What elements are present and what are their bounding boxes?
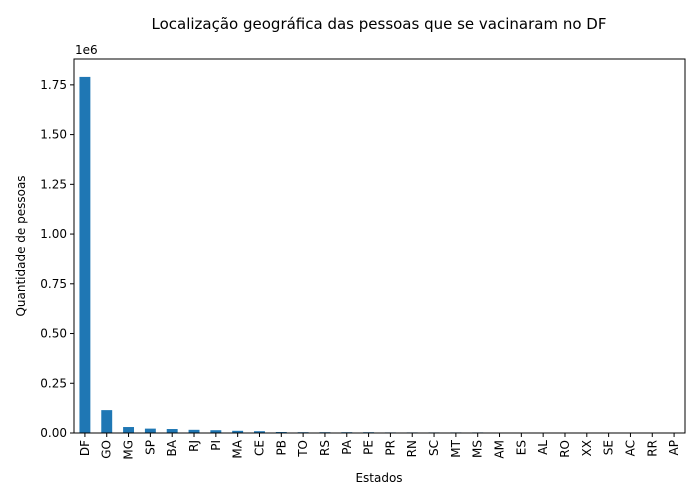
bar-df: [79, 76, 91, 433]
y-tick-label: 1.25: [40, 177, 67, 191]
x-tick-label: RS: [318, 440, 332, 456]
bar-ma: [232, 430, 244, 433]
x-tick-label: PE: [362, 440, 376, 455]
x-tick-label: GO: [100, 440, 114, 459]
x-tick-label: PB: [274, 440, 288, 455]
x-axis-ticks: DF GO MG SP BA RJ PI MA CE PB TO RS PA PE PR RN SC MT MS AM…: [78, 433, 681, 460]
x-tick-label: MA: [231, 439, 245, 458]
x-tick-label: RO: [558, 440, 572, 458]
x-tick-label: PR: [383, 440, 397, 456]
plot-frame: [73, 58, 686, 434]
x-tick-label: DF: [78, 440, 92, 456]
x-tick-label: AM: [493, 440, 507, 459]
chart-title: Localização geográfica das pessoas que s…: [152, 15, 607, 33]
x-tick-label: CE: [252, 440, 266, 456]
y-axis-offset-label: 1e6: [75, 43, 98, 57]
x-tick-label: AC: [623, 440, 637, 456]
y-tick-label: 0.50: [40, 327, 67, 341]
x-tick-label: MS: [471, 440, 485, 458]
x-tick-label: SE: [602, 440, 616, 455]
x-tick-label: MG: [122, 440, 136, 460]
x-axis-title: Estados: [355, 471, 402, 485]
bar-rj: [188, 429, 200, 433]
bar-go: [101, 410, 113, 433]
y-tick-label: 1.50: [40, 128, 67, 142]
bars: [79, 76, 680, 433]
x-tick-label: AP: [667, 440, 681, 455]
x-tick-label: ES: [514, 440, 528, 455]
y-tick-label: 0.00: [40, 426, 67, 440]
x-tick-label: XX: [580, 440, 594, 456]
x-tick-label: RJ: [187, 440, 201, 452]
x-tick-label: SP: [143, 440, 157, 455]
bar-pi: [210, 430, 222, 433]
x-tick-label: BA: [165, 439, 179, 456]
x-tick-label: RN: [405, 440, 419, 457]
y-tick-label: 1.00: [40, 227, 67, 241]
bar-ce: [254, 431, 265, 433]
x-tick-label: AL: [536, 440, 550, 455]
x-tick-label: PI: [209, 440, 223, 451]
x-tick-label: PA: [340, 439, 354, 454]
y-tick-label: 1.75: [40, 78, 67, 92]
y-axis-ticks: 0.00 0.25 0.50 0.75 1.00 1.25 1.50 1.75: [40, 78, 74, 440]
bar-mg: [123, 427, 135, 433]
y-axis-title: Quantidade de pessoas: [14, 175, 28, 316]
x-tick-label: TO: [296, 440, 310, 458]
bar-sp: [144, 428, 156, 433]
x-tick-label: MT: [449, 439, 463, 457]
x-tick-label: SC: [427, 440, 441, 456]
y-tick-label: 0.75: [40, 277, 67, 291]
bar-ba: [166, 429, 178, 433]
y-tick-label: 0.25: [40, 376, 67, 390]
x-tick-label: RR: [645, 440, 659, 457]
